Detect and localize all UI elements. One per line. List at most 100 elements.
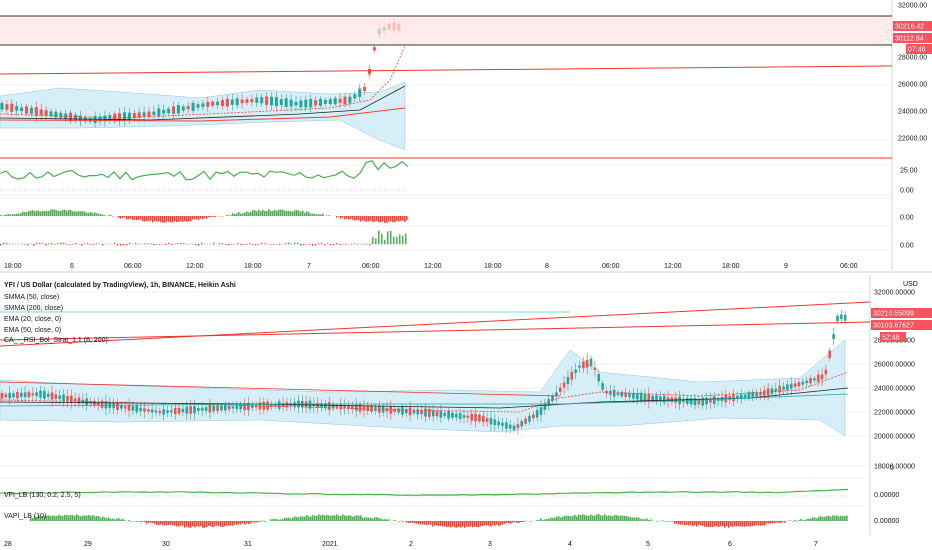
bot-vapi-bar <box>818 516 820 521</box>
bot-vapi-bar <box>182 521 184 526</box>
top-candle-body <box>69 112 73 122</box>
bot-candle-body <box>555 392 558 396</box>
top-histogram-bar <box>374 216 376 222</box>
top-volume-bar <box>129 242 131 245</box>
top-histogram-bar <box>118 216 120 218</box>
bot-time-tick-2: 30 <box>162 541 170 548</box>
bottom-chart-indicators <box>0 488 849 528</box>
top-histogram-bar <box>244 212 246 216</box>
top-histogram-bar <box>208 216 210 218</box>
top-histogram-bar <box>6 214 8 216</box>
bot-vapi-bar <box>484 521 486 526</box>
legend-ema-50: EMA (50, close, 0) <box>4 327 62 334</box>
top-volume-bar <box>312 244 314 246</box>
bot-vapi-bar <box>146 521 148 524</box>
top-histogram-bar <box>304 212 306 216</box>
bot-vapi-bar <box>496 521 498 525</box>
bot-vapi-bar <box>640 519 642 521</box>
bot-vapi-bar <box>152 521 154 524</box>
top-histogram-bar <box>284 210 286 216</box>
bot-vapi-bar <box>514 521 516 522</box>
bot-vapi-bar <box>72 515 74 521</box>
top-histogram-bar <box>44 210 46 216</box>
bot-candle-body <box>239 404 242 410</box>
bot-vapi-bar <box>76 514 78 521</box>
top-candle-body <box>230 99 234 105</box>
bot-candle-body <box>0 393 4 399</box>
bot-vapi-bar <box>472 521 474 528</box>
bot-vapi-bar <box>362 517 364 521</box>
bot-candle-body <box>358 404 362 412</box>
bot-vapi-bar <box>164 521 166 526</box>
bot-candle-body <box>532 414 535 419</box>
bot-vapi-bar <box>220 521 222 527</box>
top-candle-body <box>142 112 146 117</box>
top-histogram-bar <box>322 213 324 216</box>
top-candle-body <box>279 99 283 106</box>
top-candle-body <box>235 98 239 106</box>
bot-vapi-bar <box>750 521 752 527</box>
top-histogram-bar <box>132 216 134 221</box>
bot-vapi-bar <box>218 521 220 526</box>
bot-vapi-bar <box>680 521 682 525</box>
bot-candle-body <box>424 408 427 417</box>
top-candle-body <box>216 101 220 106</box>
top-time-tick-6: 06:00 <box>362 263 380 270</box>
top-time-tick-3: 12:00 <box>186 263 204 270</box>
top-histogram-bar <box>394 216 396 223</box>
bot-vapi-bar <box>810 518 812 521</box>
bot-vapi-bar <box>174 521 176 526</box>
bot-vapi-bar <box>294 516 296 521</box>
top-histogram-bar <box>48 210 50 216</box>
bot-candle-body <box>166 410 169 413</box>
bot-vapi-bar <box>446 521 448 528</box>
bot-candle-body <box>747 392 751 399</box>
top-histogram-bar <box>360 216 362 222</box>
bot-candle-body <box>231 406 235 409</box>
bot-candle-body <box>147 409 150 412</box>
top-volume-bar <box>351 244 353 245</box>
bot-candle-body <box>46 393 50 397</box>
bot-candle-body <box>131 406 135 411</box>
top-histogram-bar <box>384 216 386 223</box>
bot-candle-body <box>743 394 747 398</box>
top-volume-bar <box>255 244 257 246</box>
bot-candle-body <box>404 409 408 414</box>
bot-vapi-bar <box>364 517 366 521</box>
top-candle-body <box>181 106 185 111</box>
bot-vapi-bar <box>466 521 468 527</box>
bot-candle-body <box>458 413 462 419</box>
bot-candle-body <box>401 406 404 415</box>
top-volume-bar <box>246 244 248 245</box>
bot-vapi-bar <box>618 515 620 521</box>
bot-candle-body <box>412 409 416 414</box>
bot-vapi-bar <box>684 521 686 526</box>
bot-vapi-bar <box>460 521 462 528</box>
top-volume-bar <box>153 244 155 246</box>
bot-candle-body <box>428 409 431 417</box>
top-pane-value-0: 25.00 <box>900 168 918 175</box>
bot-candle-body <box>431 410 435 417</box>
bot-vapi-bar <box>458 521 460 528</box>
bot-vapi-bar <box>714 521 716 527</box>
bot-vapi-bar <box>752 521 754 526</box>
bot-vapi-bar <box>292 517 294 521</box>
bot-vapi-bar <box>156 521 158 525</box>
bot-vapi-bar <box>372 518 374 521</box>
top-volume-bar <box>273 244 275 245</box>
top-ema-20-line <box>0 45 406 119</box>
bot-vapi-bar <box>628 516 630 521</box>
bot-vapi-bar <box>812 517 814 521</box>
top-time-tick-9: 8 <box>545 263 549 270</box>
top-trend-line <box>0 65 893 75</box>
top-candle-body <box>260 97 264 104</box>
bot-vapi-bar <box>190 521 192 528</box>
bot-candle-body <box>12 393 15 398</box>
bot-candle-body <box>397 408 400 413</box>
bot-vapi-bar <box>38 515 40 521</box>
bot-vapi-bar <box>130 521 132 522</box>
bot-vapi-bar <box>530 521 532 522</box>
bot-candle-body <box>16 391 19 399</box>
bot-vapi-bar <box>370 517 372 521</box>
bot-vapi-bar <box>378 517 380 521</box>
